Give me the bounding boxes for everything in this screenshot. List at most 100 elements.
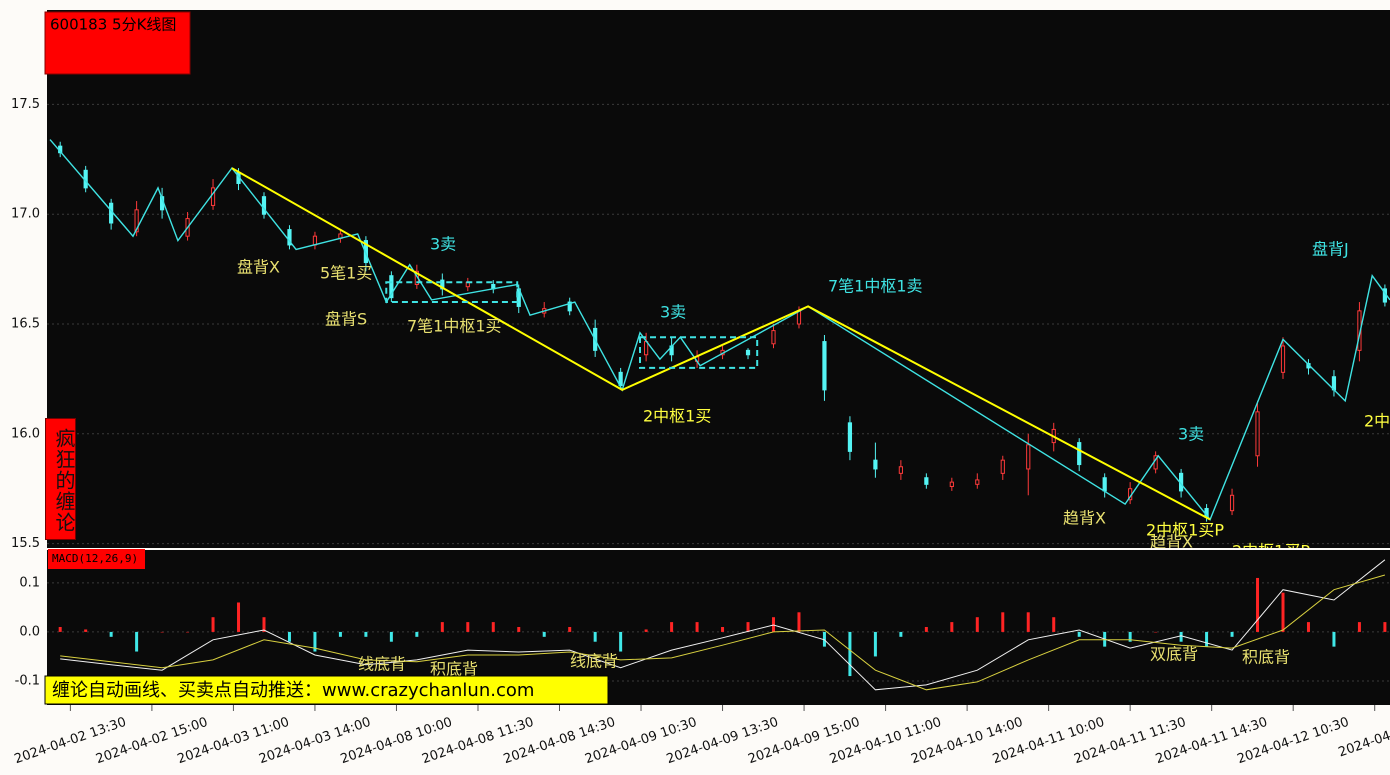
candle-body (287, 229, 292, 246)
annotation: 2中枢1买 (643, 407, 711, 426)
macd-bar (848, 631, 852, 677)
macd-bar (950, 622, 954, 632)
annotation: 7笔1中枢1买 (407, 317, 502, 336)
macd-bar (1179, 631, 1183, 642)
main-panel (47, 10, 1390, 548)
macd-bar (1357, 622, 1361, 632)
macd-bar (415, 631, 419, 637)
annotation: 趋背X (1150, 533, 1193, 552)
macd-title-box (48, 549, 145, 569)
segment-line (231, 167, 1211, 521)
candle-body (873, 459, 878, 470)
macd-bar (84, 629, 88, 632)
title-box (44, 11, 191, 75)
y-tick-label: 16.0 (11, 426, 40, 441)
annotation: 积底背 (430, 660, 478, 679)
candle-body (847, 422, 853, 452)
macd-bar (873, 631, 877, 657)
macd-bar (822, 631, 826, 647)
macd-layer: 线底背 积底背 线底背 双底背 积底背 (47, 559, 1390, 691)
annotation: 7笔1中枢1卖 (828, 277, 923, 296)
macd-bar (466, 622, 470, 632)
macd-bar (593, 631, 597, 642)
candle-body (924, 477, 929, 485)
pivot-box (385, 281, 519, 304)
annotation: 5笔1买 (320, 264, 372, 283)
annotation: 积底背 (1242, 648, 1290, 667)
y-tick-label: 17.5 (11, 97, 40, 112)
annotation: 2中枢1买P (1232, 542, 1310, 561)
macd-bar (746, 622, 750, 632)
macd-bar (1026, 612, 1030, 632)
candle-body (134, 209, 139, 233)
macd-line (60, 559, 1386, 691)
macd-bar (797, 612, 801, 632)
annotation: 盘背X (237, 258, 280, 277)
annotation: 线底背 (570, 652, 618, 671)
candle-body (261, 196, 267, 215)
y-tick-label: 17.0 (11, 207, 40, 222)
annotation: 3卖 (1178, 425, 1204, 444)
pivot-box (639, 336, 759, 369)
macd-line (60, 574, 1386, 691)
candle-body (618, 371, 623, 387)
macd-bar (160, 631, 164, 633)
candle-body (898, 466, 903, 474)
banner: 缠论自动画线、买卖点自动推送：www.crazychanlun.com (52, 680, 534, 701)
macd-bar (287, 631, 291, 642)
macd-bar (262, 617, 266, 632)
candle-body (363, 240, 368, 264)
candle-body (975, 479, 980, 485)
annotation: 2中 (1364, 412, 1390, 431)
macd-bar (135, 631, 139, 652)
macd-bar (542, 631, 546, 637)
candle-body (1102, 477, 1107, 492)
macd-bar (1281, 592, 1285, 632)
macd-bar (1128, 631, 1132, 642)
candle-body (949, 481, 954, 488)
macd-bar (899, 631, 903, 637)
macd-bar (1205, 631, 1209, 647)
macd-bar (644, 629, 648, 632)
annotation: 双底背 (1150, 645, 1198, 664)
candle-body (440, 279, 445, 290)
annotation: 3卖 (430, 235, 456, 254)
side-label: 疯狂的缠论 (45, 418, 76, 540)
candle-body (567, 301, 572, 312)
macd-bar (1001, 612, 1005, 632)
candle-body (312, 235, 318, 246)
macd-bar (491, 622, 495, 632)
candle-body (1077, 442, 1082, 466)
macd-bar (1306, 622, 1310, 632)
macd-bar (924, 627, 928, 632)
y-tick-label: 15.5 (11, 536, 40, 551)
macd-bar (1077, 631, 1081, 637)
candle-body (1229, 494, 1235, 512)
annotation: 盘背S (325, 310, 367, 329)
macd-bar (975, 617, 979, 632)
macd-bar (389, 631, 393, 642)
candle-body (822, 341, 827, 391)
macd-bar (313, 631, 317, 652)
candle-body (745, 349, 751, 356)
y-tick-label: 16.5 (11, 317, 40, 332)
macd-bar (186, 631, 190, 633)
annotation: 2中枢1买P (1146, 521, 1224, 540)
macd-bar (568, 627, 572, 632)
annotation: 3卖 (660, 303, 686, 322)
macd-bar (1383, 622, 1387, 632)
macd-bar (695, 622, 699, 632)
candle-body (771, 330, 776, 345)
candle-body (389, 275, 394, 299)
banner-box (44, 675, 609, 705)
chart-title: 600183 5分K线图 (50, 16, 176, 34)
macd-bar (364, 631, 368, 637)
stroke-line (49, 139, 1390, 521)
candle-body (1280, 345, 1286, 373)
candle-body (1000, 459, 1005, 474)
macd-bar (721, 627, 725, 632)
macd-bar (619, 631, 623, 652)
macd-bar (109, 631, 113, 637)
